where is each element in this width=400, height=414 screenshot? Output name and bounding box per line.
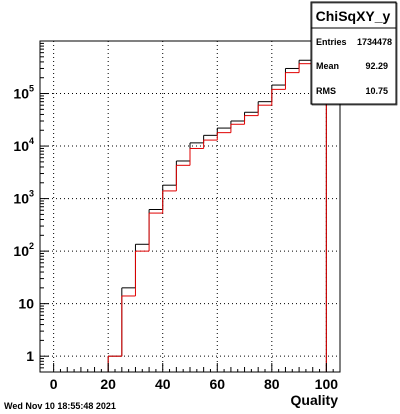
stats-rms-label: RMS (316, 86, 336, 96)
grid-lines (40, 41, 340, 372)
x-axis-ticks: 0 20 40 60 80 100 (50, 363, 341, 392)
x-tick-label-1: 20 (100, 376, 116, 392)
stats-mean-label: Mean (316, 61, 339, 71)
y-tick-label-0: 1 (26, 348, 34, 364)
x-tick-label-5: 100 (315, 376, 339, 392)
stats-box-frame (310, 1, 397, 105)
plot-frame (39, 40, 341, 373)
stats-box: ChiSqXY_y Entries 1734478 Mean 92.29 RMS… (310, 1, 398, 106)
stats-entries-label: Entries (316, 37, 347, 47)
y-tick-label-5: 105 (13, 84, 34, 102)
stats-mean-value: 92.29 (365, 61, 388, 71)
x-tick-label-2: 40 (155, 376, 171, 392)
x-axis-label: Quality (291, 392, 339, 408)
x-tick-label-0: 0 (50, 376, 58, 392)
timestamp: Wed Nov 10 18:55:48 2021 (4, 401, 116, 411)
stats-entries-value: 1734478 (357, 37, 392, 47)
y-tick-label-3: 103 (13, 189, 34, 207)
x-tick-label-4: 80 (264, 376, 280, 392)
series-red-histogram (40, 62, 340, 373)
x-tick-label-3: 60 (209, 376, 225, 392)
y-axis-ticks: 1 10 102 103 104 105 (13, 42, 49, 373)
y-tick-label-4: 104 (13, 136, 34, 154)
y-tick-label-1: 10 (18, 296, 34, 312)
stats-box-shadow (311, 2, 398, 106)
y-tick-label-2: 102 (13, 241, 34, 259)
stats-rms-value: 10.75 (365, 86, 388, 96)
stats-title: ChiSqXY_y (316, 8, 391, 24)
series-black-histogram (40, 58, 340, 373)
